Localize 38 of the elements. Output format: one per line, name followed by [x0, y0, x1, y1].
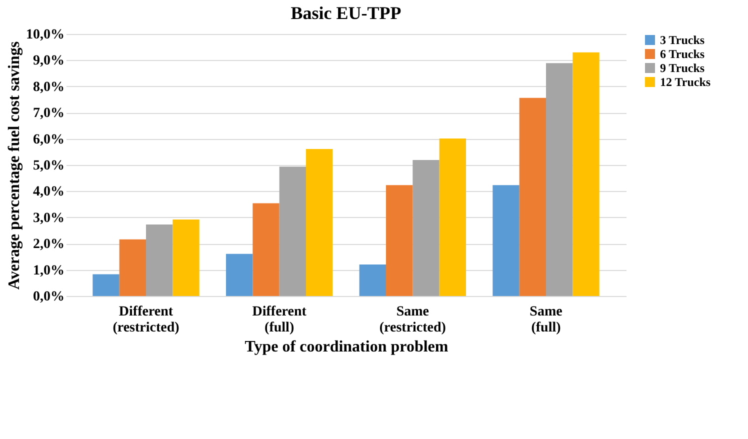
- x-tick-label: Same (full): [530, 304, 562, 336]
- bar: [226, 254, 253, 296]
- y-tick-label: 4,0%: [33, 184, 64, 200]
- bar: [92, 274, 120, 296]
- x-tick-label: Different (restricted): [112, 304, 180, 336]
- bar: [306, 149, 333, 296]
- y-tick-label: 5,0%: [33, 158, 64, 174]
- y-tick-label: 10,0%: [26, 28, 64, 42]
- bar: [146, 224, 173, 296]
- bar: [119, 239, 146, 296]
- legend-label: 3 Trucks: [660, 33, 705, 47]
- legend-label: 9 Trucks: [660, 61, 705, 75]
- y-tick-label: 9,0%: [33, 54, 64, 69]
- bar: [172, 219, 200, 296]
- y-tick-label: 6,0%: [33, 132, 64, 148]
- chart-title: Basic EU-TPP: [290, 3, 402, 23]
- y-tick-label: 7,0%: [33, 106, 64, 122]
- y-tick-label: 0,0%: [33, 290, 64, 304]
- x-tick-label: Different (full): [252, 304, 307, 336]
- bar: [386, 185, 413, 296]
- bar: [492, 185, 520, 296]
- y-tick-label: 3,0%: [33, 210, 64, 226]
- y-tick-label: 8,0%: [33, 80, 64, 95]
- bar: [546, 63, 573, 296]
- bar: [439, 138, 466, 296]
- bar: [279, 166, 306, 296]
- bar: [359, 264, 386, 296]
- bar: [412, 160, 440, 296]
- y-tick-label: 2,0%: [33, 237, 64, 252]
- y-axis-title: Average percentage fuel cost savings: [6, 41, 23, 290]
- legend-label: 6 Trucks: [660, 47, 705, 61]
- x-tick-label: Same (restricted): [379, 304, 446, 336]
- y-tick-label: 1,0%: [33, 263, 64, 278]
- bar: [252, 203, 280, 296]
- legend-label: 12 Trucks: [660, 75, 711, 89]
- bar: [572, 52, 600, 296]
- x-axis-title: Type of coordination problem: [244, 338, 449, 356]
- bar: [519, 98, 546, 296]
